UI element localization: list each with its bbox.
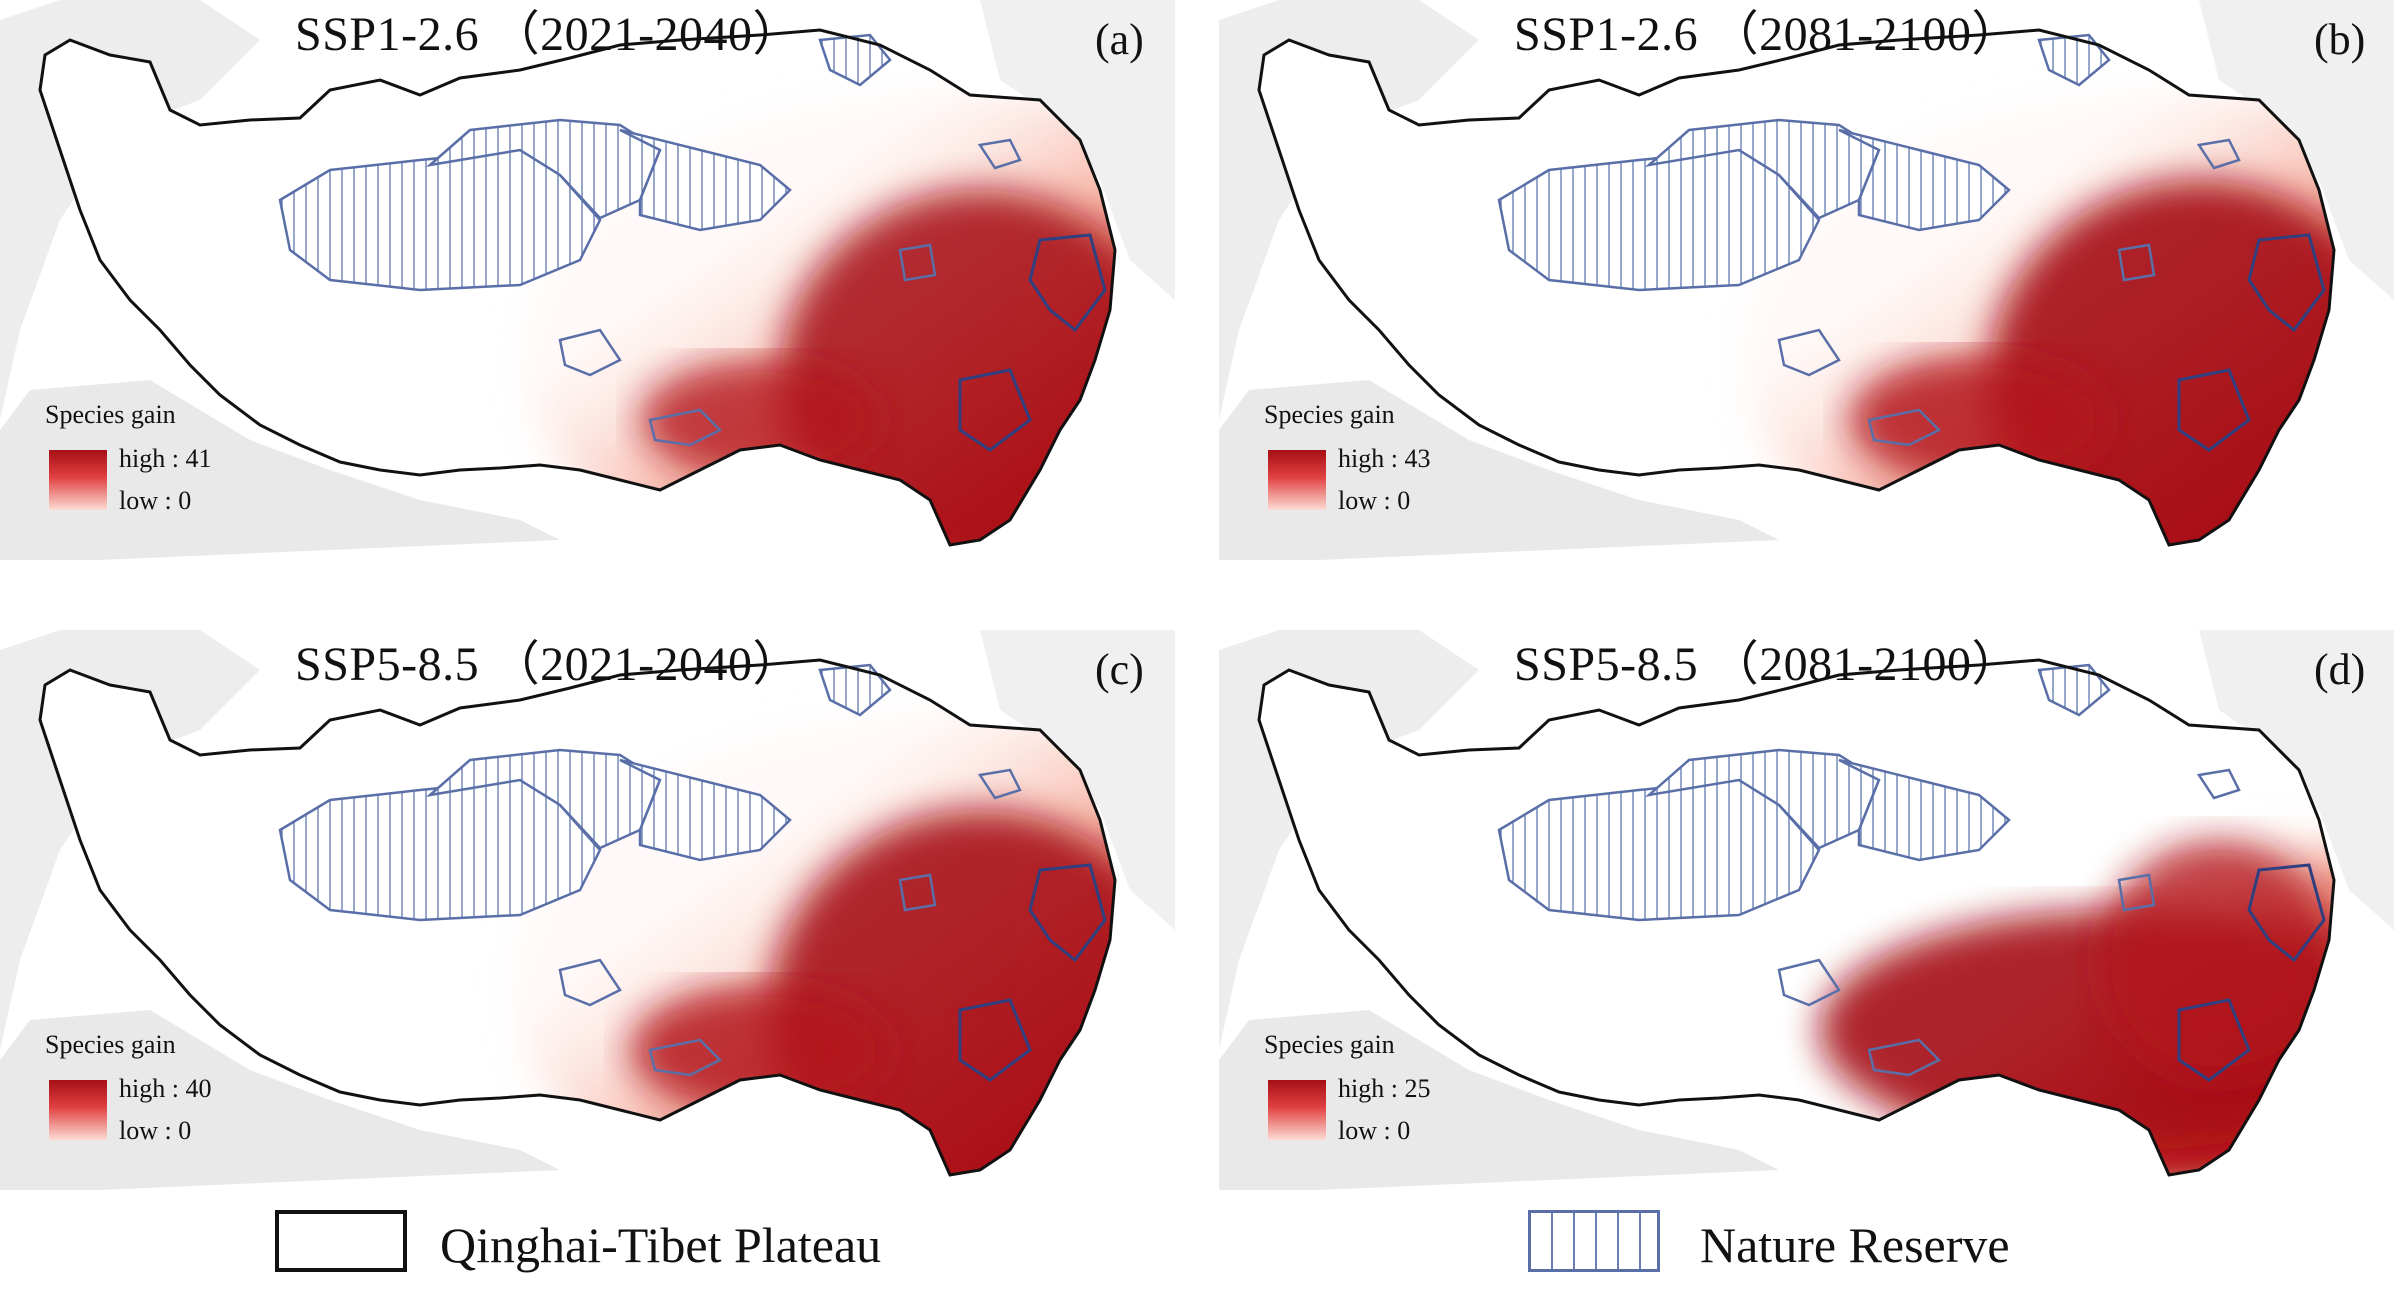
panel-label: (b) [2314, 15, 2366, 64]
nature-reserve [1497, 778, 1821, 922]
legend-title: Species gain [45, 1030, 176, 1059]
nature-reserve [2247, 863, 2326, 963]
color-ramp [1268, 1080, 1326, 1140]
nature-reserve [1867, 1038, 1942, 1077]
panel-label: (d) [2314, 645, 2366, 694]
legend-high: high : 25 [1338, 1074, 1431, 1103]
nature-reserve [619, 128, 792, 232]
terrain-relief [1219, 380, 1779, 560]
plateau-map-c [0, 630, 1175, 1190]
terrain-relief [2199, 0, 2394, 300]
legend-title: Species gain [1264, 1030, 1395, 1059]
legend-low: low : 0 [119, 486, 192, 515]
color-ramp [49, 1080, 107, 1140]
plateau-legend-label: Qinghai-Tibet Plateau [440, 1217, 882, 1273]
nature-reserve [1838, 128, 2011, 232]
nature-reserve [1777, 958, 1841, 1007]
legend-title: Species gain [1264, 400, 1395, 429]
nature-reserve [1028, 233, 1107, 333]
color-ramp [49, 450, 107, 510]
nature-reserve [2037, 663, 2111, 717]
species-gain-raster [2099, 840, 2334, 1080]
nature-reserve [278, 778, 602, 922]
terrain-relief [1219, 1010, 1779, 1190]
panel-title: SSP1-2.6 （2081-2100） [1514, 8, 2021, 61]
legend-low: low : 0 [1338, 486, 1411, 515]
map-panel-d: SSP5-8.5 （2081-2100） (d) Species gain hi… [1219, 630, 2394, 1190]
nature-reserve [648, 408, 723, 447]
species-gain-raster [1849, 355, 2109, 485]
terrain-relief [980, 630, 1175, 930]
legend-high: high : 43 [1338, 444, 1431, 473]
legend-low: low : 0 [1338, 1116, 1411, 1145]
plateau-boundary [1257, 28, 2336, 547]
panel-label: (c) [1095, 645, 1144, 694]
nature-reserve [1777, 328, 1841, 377]
nature-reserve [958, 998, 1032, 1082]
map-panel-c: SSP5-8.5 （2021-2040） (c) Species gain hi… [0, 630, 1175, 1190]
panel-title: SSP5-8.5 （2081-2100） [1514, 638, 2021, 691]
nature-reserve [1838, 758, 2011, 862]
terrain-relief [0, 1010, 560, 1190]
nature-reserve [898, 243, 937, 282]
nature-reserve [977, 768, 1022, 800]
panel-title: SSP5-8.5 （2021-2040） [295, 638, 802, 691]
nature-reserve [278, 148, 602, 292]
nature-reserve [2037, 33, 2111, 87]
nature-reserve [2117, 243, 2156, 282]
species-gain-raster [630, 985, 890, 1115]
nature-reserve [977, 138, 1022, 170]
nature-reserve [2177, 998, 2251, 1082]
terrain-relief [0, 380, 560, 560]
nature-reserve [2247, 233, 2326, 333]
legend-high: high : 41 [119, 444, 212, 473]
panel-title: SSP1-2.6 （2021-2040） [295, 8, 802, 61]
nature-reserve [619, 758, 792, 862]
plateau-map-b [1219, 0, 2394, 560]
plateau-boundary [38, 658, 1117, 1177]
map-legend: Qinghai-Tibet Plateau Nature Reserve [0, 1210, 2394, 1280]
nature-reserve [2196, 768, 2241, 800]
plateau-boundary [38, 28, 1117, 547]
panel-label: (a) [1095, 15, 1144, 64]
map-panel-b: SSP1-2.6 （2081-2100） (b) Species gain hi… [1219, 0, 2394, 560]
nature-reserve [2196, 138, 2241, 170]
reserve-legend-swatch [1528, 1210, 1660, 1272]
map-panel-a: SSP1-2.6 （2021-2040） (a) Species gain hi… [0, 0, 1175, 560]
nature-reserve [2117, 873, 2156, 912]
species-gain-raster [640, 360, 880, 480]
nature-reserve [1497, 148, 1821, 292]
nature-reserve [558, 328, 622, 377]
nature-reserve [818, 33, 892, 87]
nature-reserve [1867, 408, 1942, 447]
nature-reserve [958, 368, 1032, 452]
legend-low: low : 0 [119, 1116, 192, 1145]
nature-reserve [558, 958, 622, 1007]
nature-reserve [898, 873, 937, 912]
nature-reserve [648, 1038, 723, 1077]
plateau-map-a [0, 0, 1175, 560]
legend-high: high : 40 [119, 1074, 212, 1103]
plateau-legend-swatch [275, 1210, 407, 1272]
color-ramp [1268, 450, 1326, 510]
nature-reserve [818, 663, 892, 717]
terrain-relief [980, 0, 1175, 300]
legend-title: Species gain [45, 400, 176, 429]
terrain-relief [2199, 630, 2394, 930]
nature-reserve [2177, 368, 2251, 452]
nature-reserve [1028, 863, 1107, 963]
plateau-boundary [1257, 658, 2336, 1177]
reserve-legend-label: Nature Reserve [1700, 1217, 2010, 1273]
plateau-map-d [1219, 630, 2394, 1190]
